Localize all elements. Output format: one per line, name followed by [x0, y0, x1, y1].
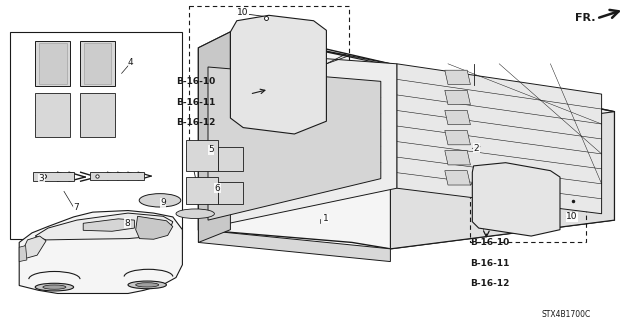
Text: 3: 3 — [38, 174, 44, 183]
Polygon shape — [397, 64, 602, 214]
Polygon shape — [186, 177, 218, 204]
Polygon shape — [390, 112, 614, 249]
Polygon shape — [198, 32, 230, 242]
Ellipse shape — [43, 285, 66, 289]
Polygon shape — [218, 147, 243, 171]
Polygon shape — [19, 246, 27, 262]
Bar — [470, 160, 586, 242]
Text: STX4B1700C: STX4B1700C — [542, 310, 591, 319]
Polygon shape — [136, 216, 173, 239]
Text: 10: 10 — [566, 212, 578, 221]
Ellipse shape — [140, 194, 181, 207]
Polygon shape — [198, 49, 397, 230]
Polygon shape — [20, 236, 46, 258]
Text: 10: 10 — [237, 8, 248, 17]
Text: B-16-11: B-16-11 — [470, 259, 510, 268]
Polygon shape — [19, 211, 182, 293]
Polygon shape — [445, 171, 470, 185]
Polygon shape — [35, 93, 70, 137]
Ellipse shape — [136, 283, 159, 287]
Text: 8: 8 — [125, 219, 131, 228]
Bar — [10, 32, 182, 239]
Text: B-16-12: B-16-12 — [176, 118, 216, 127]
Text: 9: 9 — [160, 198, 166, 207]
Polygon shape — [39, 43, 67, 84]
Polygon shape — [230, 32, 614, 112]
Text: 10: 10 — [237, 8, 248, 17]
Polygon shape — [33, 172, 74, 181]
Bar — [189, 6, 349, 147]
Polygon shape — [80, 93, 115, 137]
Polygon shape — [186, 140, 218, 171]
Text: B-16-10: B-16-10 — [176, 77, 215, 86]
Polygon shape — [445, 110, 470, 125]
Text: 7: 7 — [74, 203, 79, 212]
Polygon shape — [90, 172, 144, 180]
Polygon shape — [198, 230, 390, 262]
Text: 6: 6 — [214, 184, 220, 193]
Text: B-16-12: B-16-12 — [470, 279, 510, 288]
Polygon shape — [445, 70, 470, 85]
Text: 4: 4 — [128, 58, 134, 67]
Polygon shape — [472, 163, 560, 236]
Ellipse shape — [35, 283, 74, 291]
Polygon shape — [198, 32, 614, 249]
Polygon shape — [218, 182, 243, 204]
Polygon shape — [80, 41, 115, 86]
Text: 1: 1 — [323, 214, 329, 223]
Polygon shape — [445, 151, 470, 165]
Polygon shape — [445, 90, 470, 105]
Polygon shape — [230, 15, 326, 134]
Polygon shape — [35, 41, 70, 86]
Text: 2: 2 — [474, 144, 479, 153]
Text: FR.: FR. — [575, 12, 595, 23]
Ellipse shape — [176, 209, 214, 219]
Text: B-16-11: B-16-11 — [176, 98, 216, 107]
Polygon shape — [83, 219, 134, 231]
Ellipse shape — [128, 281, 166, 289]
Polygon shape — [35, 213, 173, 240]
Polygon shape — [208, 67, 381, 220]
Polygon shape — [84, 43, 111, 84]
Polygon shape — [445, 130, 470, 145]
Text: B-16-10: B-16-10 — [470, 238, 509, 247]
Text: 10: 10 — [566, 212, 578, 221]
Text: 5: 5 — [208, 145, 214, 154]
